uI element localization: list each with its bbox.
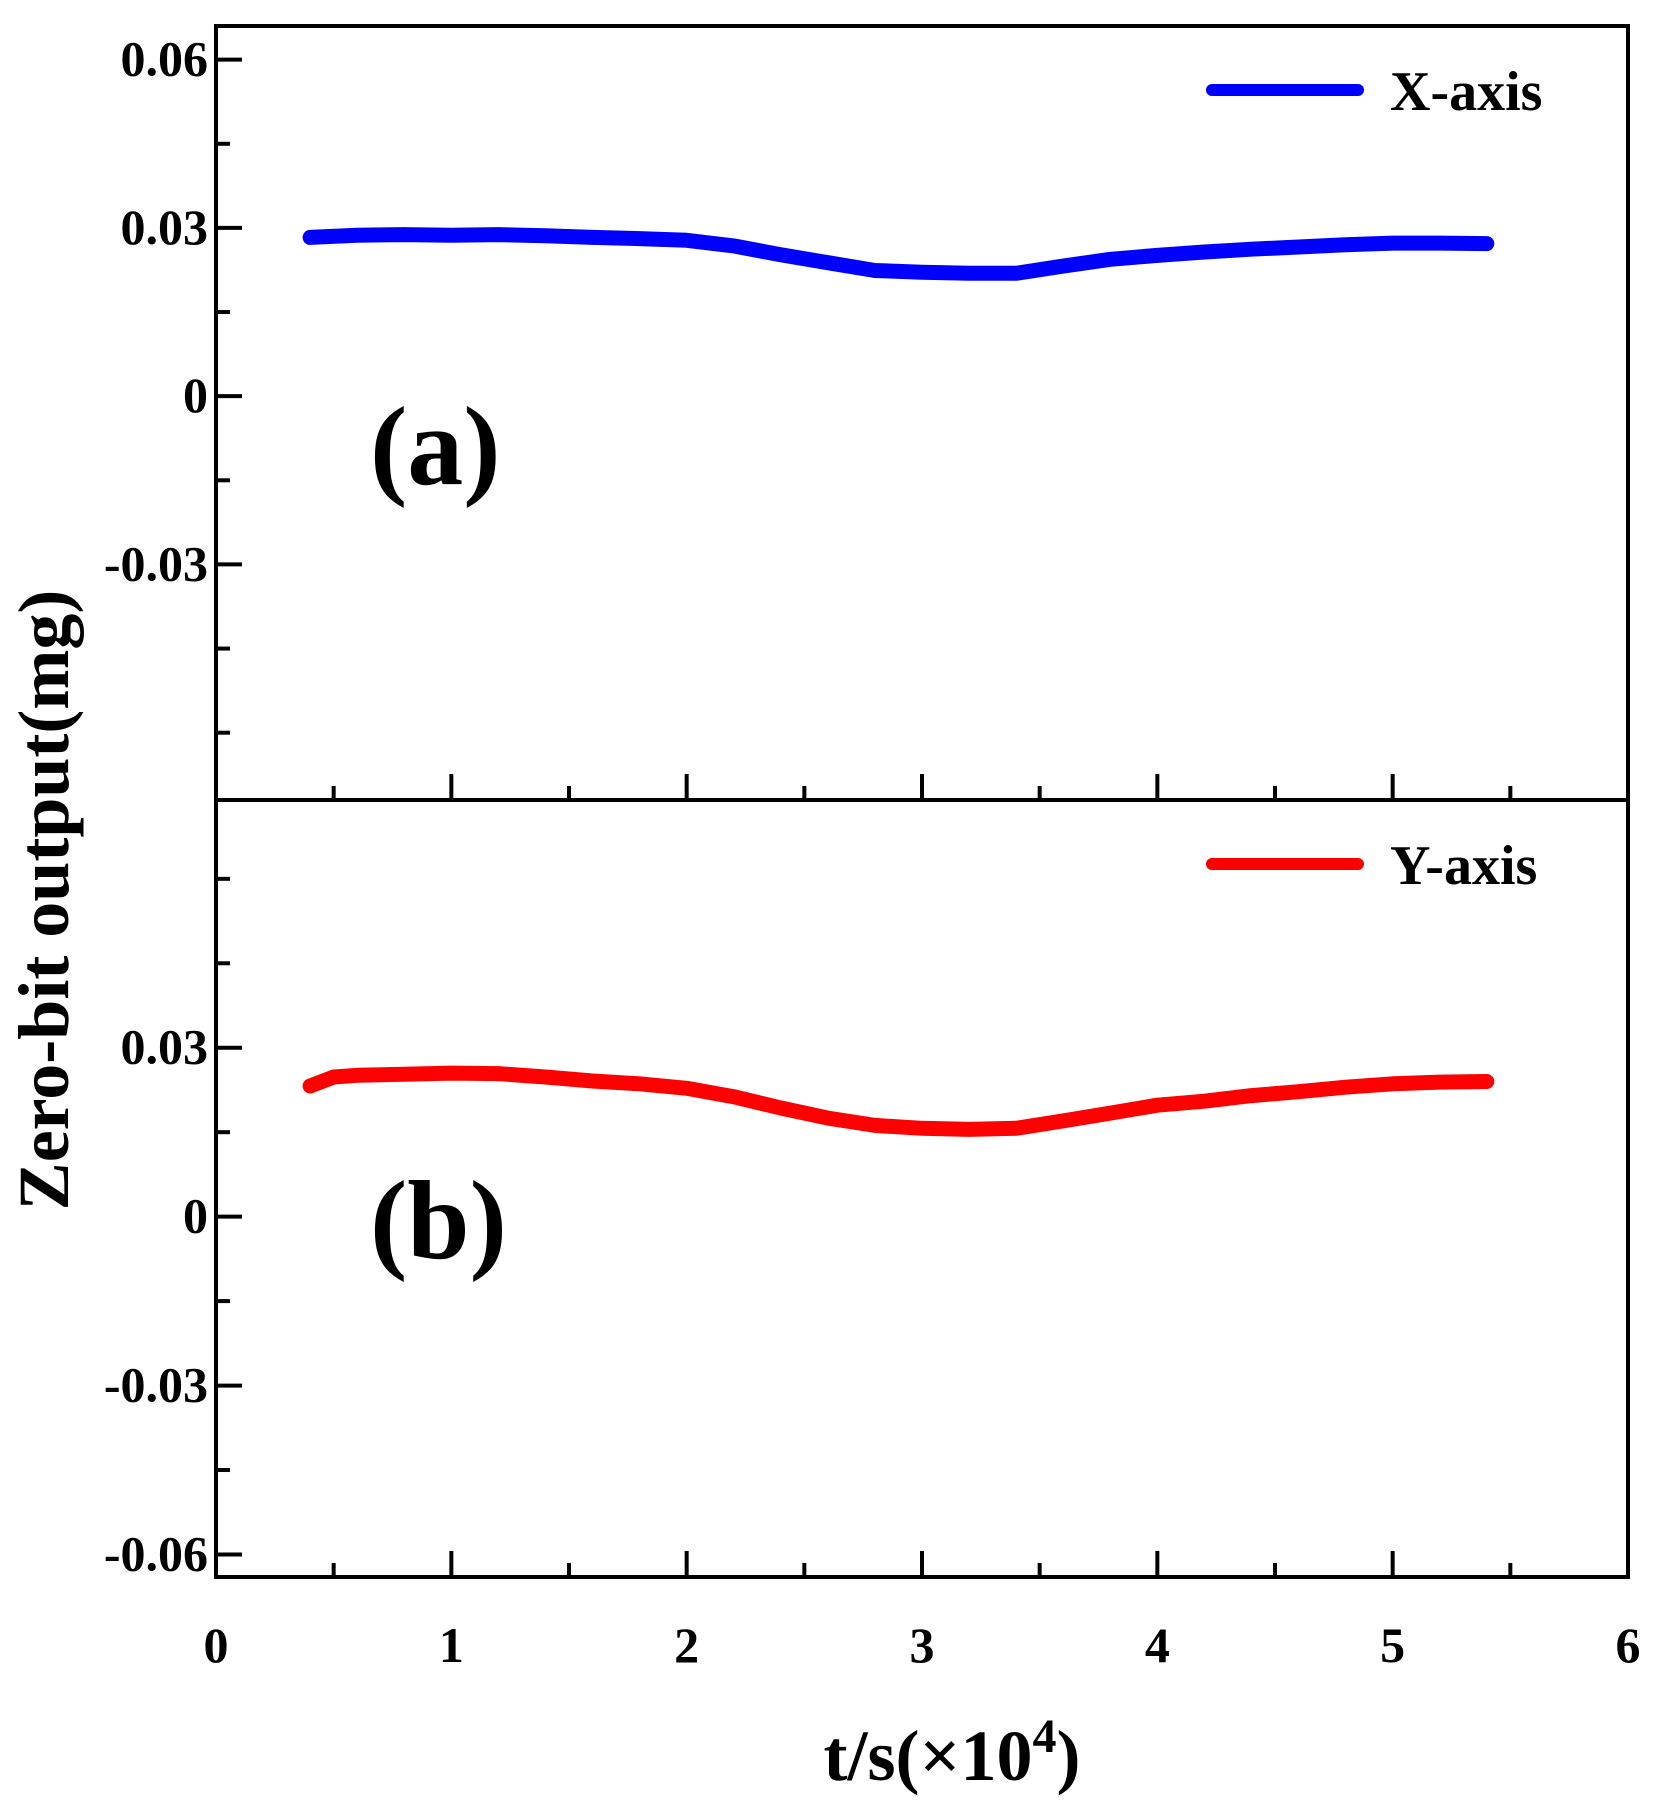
panel-b-ytick-label: 0.03 <box>121 1019 209 1075</box>
x-axis-title-exponent: 4 <box>1033 1710 1057 1763</box>
x-axis-title-base: t/s(×10 <box>824 1716 1033 1796</box>
panel-a-ytick-label: -0.03 <box>104 535 208 591</box>
panel-a-ytick-label: 0.03 <box>121 199 209 255</box>
series-x-axis-line <box>302 227 1495 281</box>
shared-x-axis: 0 1 2 3 4 5 6 <box>204 1617 1641 1673</box>
legend-label-y-axis: Y-axis <box>1390 835 1537 897</box>
panel-b-ytick-label: 0 <box>183 1188 208 1244</box>
panel-b-ytick-label: -0.06 <box>104 1525 208 1581</box>
panel-b: -0.06 -0.03 0 0.03 Y-axis (b) <box>104 798 1630 1581</box>
xtick-label: 6 <box>1616 1617 1641 1673</box>
xtick-label: 5 <box>1380 1617 1405 1673</box>
panel-a-ytick-label: 0 <box>183 367 208 423</box>
xtick-label: 4 <box>1145 1617 1170 1673</box>
y-axis-title: Zero-bit output(mg) <box>4 590 84 1211</box>
x-axis-title: t/s(×104) <box>824 1710 1081 1796</box>
legend-label-x-axis: X-axis <box>1390 61 1542 123</box>
panel-b-ytick-label: -0.03 <box>104 1357 208 1413</box>
series-y-axis-line <box>302 1065 1495 1137</box>
xtick-label: 2 <box>674 1617 699 1673</box>
panel-label-a: (a) <box>370 385 501 509</box>
x-axis-title-close: ) <box>1057 1716 1081 1796</box>
panel-a: -0.03 0 0.03 0.06 X-axis (a) <box>104 24 1630 802</box>
xtick-label: 1 <box>439 1617 464 1673</box>
panel-a-ytick-label: 0.06 <box>121 31 209 87</box>
xtick-label: 0 <box>204 1617 229 1673</box>
panel-label-b: (b) <box>370 1159 507 1283</box>
xtick-label: 3 <box>910 1617 935 1673</box>
